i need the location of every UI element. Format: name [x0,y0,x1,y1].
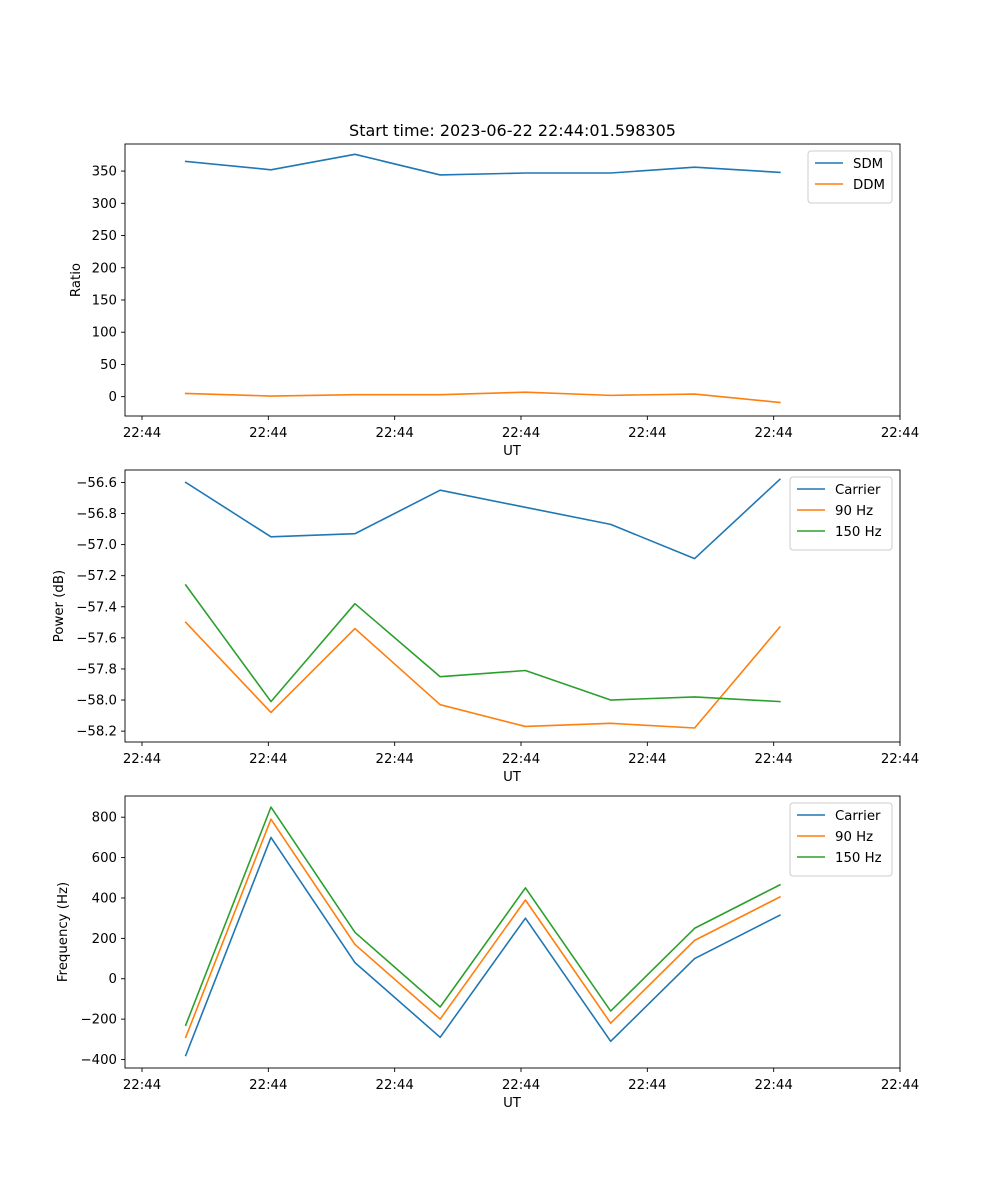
frequency-series-line-3 [184,806,781,1027]
figure-title: Start time: 2023-06-22 22:44:01.598305 [349,121,676,140]
frequency-series-line-1 [184,836,781,1057]
power-legend: Carrier 90 Hz 150 Hz [789,476,893,551]
power-y-tick-label: −58.2 [76,725,117,740]
ratio-y-tick-label: 50 [100,358,117,373]
power-axes-frame [124,469,901,743]
power-series-line-2 [184,621,782,729]
frequency-x-axis-label: UT [503,1096,522,1111]
power-legend-label-2: 90 Hz [835,504,873,519]
frequency-legend-label-1: Carrier [835,809,881,824]
power-legend-label-1: Carrier [835,483,881,498]
frequency-x-tick-label: 22:44 [881,1078,919,1093]
power-x-tick-label: 22:44 [502,752,540,767]
ratio-x-tick-label: 22:44 [881,426,919,441]
power-x-axis-label: UT [503,770,522,785]
power-legend-label-3: 150 Hz [835,525,882,540]
power-x-tick-label: 22:44 [123,752,161,767]
ratio-x-tick-label: 22:44 [628,426,666,441]
frequency-y-tick-label: 200 [92,932,117,947]
ratio-y-tick-label: 100 [92,326,117,341]
ratio-x-tick-label: 22:44 [123,426,161,441]
frequency-legend: Carrier 90 Hz 150 Hz [789,802,893,877]
frequency-y-tick-label: 400 [92,891,117,906]
ratio-legend-box [807,150,893,204]
ratio-legend-label-2: DDM [853,178,885,193]
ratio-y-tick-label: 250 [92,229,117,244]
power-y-tick-label: −57.6 [76,631,117,646]
power-series-line-1 [184,478,782,560]
frequency-x-tick-label: 22:44 [123,1078,161,1093]
frequency-x-tick-label: 22:44 [628,1078,666,1093]
ratio-x-tick-label: 22:44 [755,426,793,441]
frequency-x-tick-label: 22:44 [502,1078,540,1093]
frequency-x-tick-label: 22:44 [755,1078,793,1093]
frequency-x-tick-label: 22:44 [249,1078,287,1093]
ratio-y-tick-label: 300 [92,197,117,212]
panel-frequency: 22:44 22:44 22:44 22:44 22:44 22:44 22:44 UT −40… [56,795,919,1111]
ratio-y-axis-label: Ratio [69,263,84,297]
frequency-legend-label-2: 90 Hz [835,830,873,845]
power-y-axis-label: Power (dB) [52,570,67,642]
power-y-tick-label: −57.8 [76,662,117,677]
ratio-legend: SDM DDM [807,150,893,204]
power-y-tick-label: −57.4 [76,600,117,615]
frequency-y-tick-label: 0 [109,972,117,987]
frequency-y-axis-label: Frequency (Hz) [56,882,71,982]
ratio-legend-label-1: SDM [853,157,883,172]
power-x-tick-label: 22:44 [881,752,919,767]
frequency-legend-label-3: 150 Hz [835,851,882,866]
frequency-y-tick-label: −200 [80,1013,117,1028]
power-series-line-3 [184,583,781,703]
ratio-series-line-1 [184,153,781,176]
ratio-y-tick-label: 0 [109,390,117,405]
ratio-x-tick-label: 22:44 [376,426,414,441]
ratio-x-axis-label: UT [503,444,522,459]
panel-ratio: 22:44 22:44 22:44 22:44 22:44 22:44 22:44 UT 0 50… [69,143,919,459]
power-x-tick-label: 22:44 [755,752,793,767]
frequency-y-tick-label: 600 [92,851,117,866]
panel-power: 22:44 22:44 22:44 22:44 22:44 22:44 22:44 UT −58… [52,469,919,785]
frequency-x-tick-label: 22:44 [376,1078,414,1093]
frequency-y-tick-label: −400 [80,1053,117,1068]
power-x-tick-label: 22:44 [376,752,414,767]
ratio-y-tick-label: 150 [92,293,117,308]
ratio-x-tick-label: 22:44 [249,426,287,441]
power-y-tick-label: −57.2 [76,569,117,584]
ratio-y-tick-label: 350 [92,165,117,180]
ratio-x-tick-label: 22:44 [502,426,540,441]
power-y-tick-label: −57.0 [76,538,117,553]
ratio-y-tick-label: 200 [92,261,117,276]
ratio-series-line-2 [184,391,781,404]
frequency-y-tick-label: 800 [92,811,117,826]
frequency-series-line-2 [184,818,781,1039]
power-y-tick-label: −56.8 [76,507,117,522]
power-y-tick-label: −58.0 [76,694,117,709]
power-y-tick-label: −56.6 [76,476,117,491]
ratio-axes-frame [124,143,901,417]
power-x-tick-label: 22:44 [628,752,666,767]
power-x-tick-label: 22:44 [249,752,287,767]
frequency-axes-frame [124,795,901,1069]
